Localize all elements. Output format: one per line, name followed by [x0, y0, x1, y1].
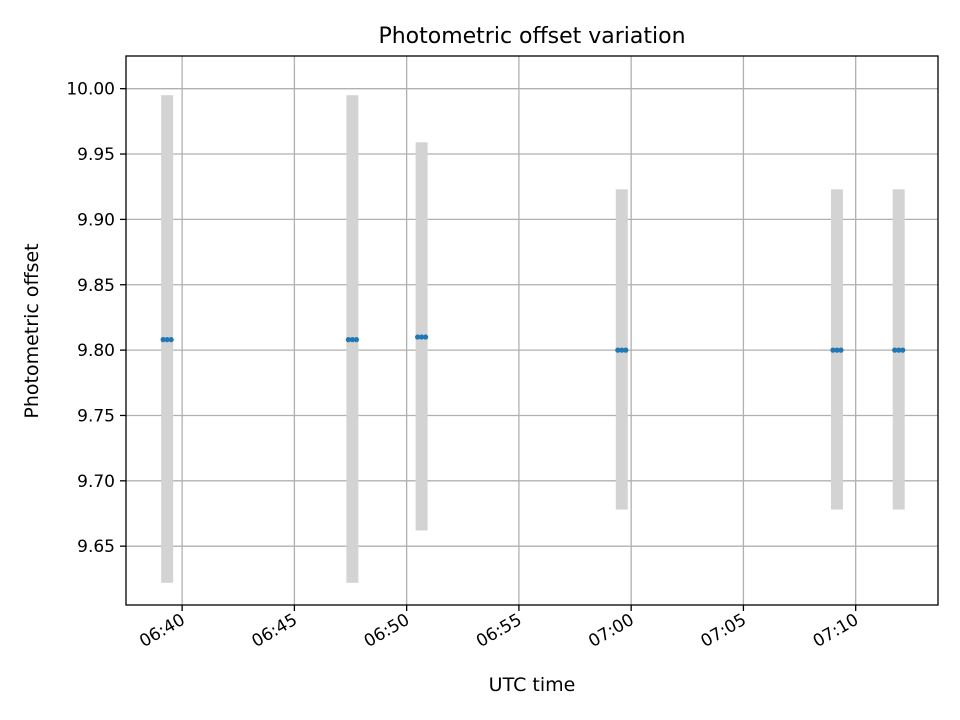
- plot-area-frame: [125, 55, 939, 606]
- data-point-marker: [830, 347, 836, 353]
- data-point-marker: [615, 347, 621, 353]
- y-tick-label: 10.00: [66, 80, 115, 100]
- y-tick-label: 9.90: [77, 210, 115, 230]
- data-point: [830, 347, 844, 353]
- data-point-marker: [168, 337, 174, 343]
- y-tick-label: 9.70: [77, 472, 115, 492]
- data-points: [160, 334, 906, 353]
- data-point-marker: [160, 337, 166, 343]
- data-point-marker: [415, 334, 421, 340]
- grid: [126, 56, 938, 605]
- data-point-marker: [349, 337, 355, 343]
- data-point-marker: [900, 347, 906, 353]
- y-tick-label: 9.80: [77, 341, 115, 361]
- data-point-marker: [353, 337, 359, 343]
- data-point-marker: [423, 334, 429, 340]
- data-point: [345, 337, 359, 343]
- y-tick-label: 9.95: [77, 145, 115, 165]
- y-tick-label: 9.75: [77, 406, 115, 426]
- y-tick-label: 9.85: [77, 276, 115, 296]
- x-axis-label: UTC time: [489, 674, 576, 696]
- y-axis-label: Photometric offset: [21, 243, 43, 418]
- data-point-marker: [345, 337, 351, 343]
- data-point-marker: [896, 347, 902, 353]
- data-point-marker: [838, 347, 844, 353]
- data-point: [615, 347, 629, 353]
- y-tick-label: 9.65: [77, 537, 115, 557]
- data-point: [415, 334, 429, 340]
- chart-title: Photometric offset variation: [378, 24, 685, 49]
- data-point-marker: [419, 334, 425, 340]
- data-point: [160, 337, 174, 343]
- data-point-marker: [892, 347, 898, 353]
- data-point-marker: [623, 347, 629, 353]
- data-point-marker: [164, 337, 170, 343]
- data-point-marker: [619, 347, 625, 353]
- data-point-marker: [834, 347, 840, 353]
- data-point: [892, 347, 906, 353]
